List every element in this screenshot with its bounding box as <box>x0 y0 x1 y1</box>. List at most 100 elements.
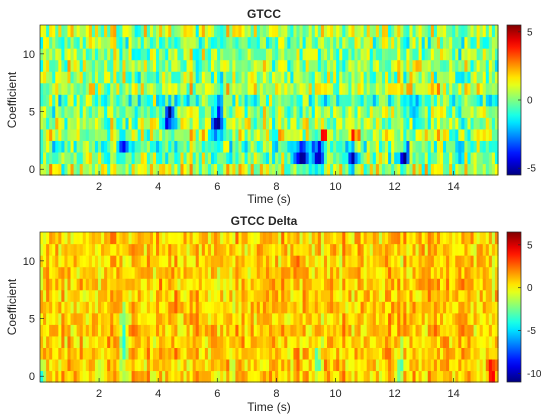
heatmap-cell <box>381 232 386 245</box>
heatmap-cell <box>320 358 325 372</box>
heatmap-cell <box>52 94 56 107</box>
heatmap-cell <box>201 48 206 61</box>
heatmap-cell <box>302 370 307 383</box>
heatmap-cell <box>226 289 230 302</box>
heatmap-cell <box>409 128 414 141</box>
heatmap-cell <box>467 324 472 337</box>
heatmap-cell <box>348 71 353 84</box>
heatmap-cell <box>79 255 84 268</box>
heatmap-cell <box>479 117 484 130</box>
heatmap-cell <box>488 105 493 118</box>
heatmap-cell <box>452 94 456 107</box>
heatmap-cell <box>488 128 493 141</box>
heatmap-cell <box>94 59 99 72</box>
heatmap-cell <box>116 105 120 118</box>
heatmap-cell <box>449 243 453 256</box>
heatmap-cell <box>360 289 365 302</box>
heatmap-cell <box>476 128 481 141</box>
heatmap-cell <box>476 232 481 245</box>
heatmap-cell <box>314 140 319 153</box>
heatmap-cell <box>143 163 148 176</box>
heatmap-cell <box>52 82 56 95</box>
heatmap-cell <box>284 94 288 107</box>
heatmap-cell <box>485 301 490 314</box>
heatmap-cell <box>58 370 62 383</box>
heatmap-cell <box>290 243 295 256</box>
heatmap-cell <box>427 335 432 348</box>
heatmap-cell <box>162 71 166 84</box>
heatmap-cell <box>238 335 243 348</box>
heatmap-cell <box>485 59 490 72</box>
heatmap-cell <box>189 128 194 141</box>
heatmap-cell <box>186 59 191 72</box>
heatmap-cell <box>217 36 221 49</box>
heatmap-cell <box>107 128 111 141</box>
heatmap-cell <box>275 71 279 84</box>
heatmap-cell <box>433 117 438 130</box>
heatmap-cell <box>458 71 462 84</box>
heatmap-cell <box>146 71 151 84</box>
heatmap-cell <box>467 301 472 314</box>
heatmap-cell <box>406 289 411 302</box>
heatmap-cell <box>265 278 270 291</box>
heatmap-cell <box>49 335 53 348</box>
heatmap-cell <box>159 117 163 130</box>
heatmap-cell <box>232 266 237 279</box>
heatmap-cell <box>107 289 111 302</box>
heatmap-cell <box>314 370 319 383</box>
heatmap-cell <box>357 370 362 383</box>
heatmap-cell <box>345 82 349 95</box>
heatmap-cell <box>232 71 237 84</box>
heatmap-cell <box>192 370 197 383</box>
heatmap-cell <box>485 82 490 95</box>
heatmap-cell <box>284 358 288 372</box>
heatmap-cell <box>464 71 469 84</box>
heatmap-cell <box>186 117 191 130</box>
heatmap-cell <box>470 358 475 372</box>
heatmap-cell <box>134 117 139 130</box>
heatmap-cell <box>378 255 383 268</box>
heatmap-cell <box>333 312 337 325</box>
heatmap-cell <box>394 59 398 72</box>
heatmap-cell <box>91 335 96 348</box>
heatmap-cell <box>449 289 453 302</box>
heatmap-cell <box>131 128 136 141</box>
heatmap-cell <box>235 255 240 268</box>
heatmap-cell <box>217 117 221 130</box>
heatmap-cell <box>366 278 371 291</box>
heatmap-cell <box>385 370 389 383</box>
heatmap-cell <box>131 266 136 279</box>
heatmap-cell <box>159 48 163 61</box>
heatmap-cell <box>122 36 127 49</box>
heatmap-cell <box>357 347 362 360</box>
heatmap-cell <box>287 243 291 256</box>
heatmap-cell <box>79 48 84 61</box>
heatmap-cell <box>253 94 258 107</box>
heatmap-cell <box>253 358 258 372</box>
heatmap-cell <box>64 94 69 107</box>
heatmap-cell <box>113 243 117 256</box>
heatmap-cell <box>189 25 194 38</box>
heatmap-cell <box>177 25 182 38</box>
heatmap-cell <box>223 358 227 372</box>
heatmap-cell <box>284 163 288 176</box>
heatmap-cell <box>305 117 310 130</box>
heatmap-cell <box>342 289 346 302</box>
heatmap-cell <box>461 82 466 95</box>
heatmap-cell <box>333 358 337 372</box>
heatmap-cell <box>446 48 450 61</box>
heatmap-cell <box>49 128 53 141</box>
heatmap-cell <box>357 128 362 141</box>
heatmap-cell <box>287 48 291 61</box>
heatmap-cell <box>152 266 157 279</box>
heatmap-cell <box>439 335 444 348</box>
heatmap-cell <box>183 48 188 61</box>
heatmap-cell <box>296 105 301 118</box>
heatmap-cell <box>223 289 227 302</box>
heatmap-cell <box>143 36 148 49</box>
heatmap-cell <box>259 335 264 348</box>
heatmap-cell <box>171 347 175 360</box>
heatmap-cell <box>85 163 90 176</box>
heatmap-cell <box>94 48 99 61</box>
heatmap-cell <box>357 289 362 302</box>
